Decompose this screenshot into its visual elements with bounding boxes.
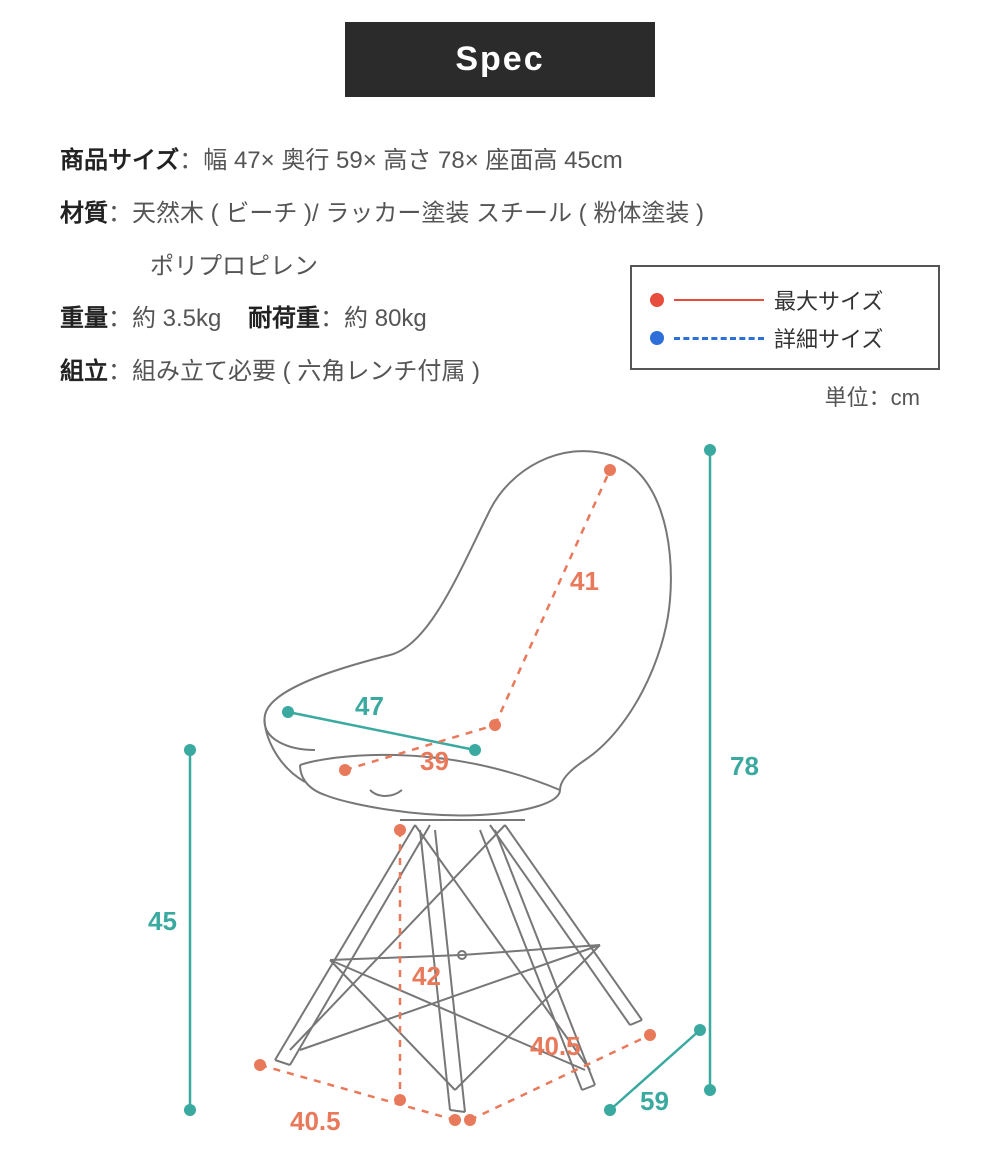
spec-size-line: 商品サイズ：幅 47× 奥行 59× 高さ 78× 座面高 45cm bbox=[60, 135, 940, 188]
dim-height-dot-top bbox=[704, 444, 716, 456]
dim-seatwidth-dot-r bbox=[469, 744, 481, 756]
dim-back-line bbox=[495, 470, 610, 725]
chair-lip bbox=[370, 790, 402, 796]
legend-box: 最大サイズ 詳細サイズ bbox=[630, 265, 940, 370]
spec-weight-value: ：約 3.5kg bbox=[108, 305, 221, 332]
chair-legs bbox=[275, 825, 642, 1112]
chair-shell bbox=[264, 451, 670, 815]
lbl-59: 59 bbox=[640, 1086, 669, 1116]
lbl-41: 41 bbox=[570, 566, 599, 596]
spec-assembly-label: 組立 bbox=[60, 358, 108, 385]
dim-seatheight-dot-top bbox=[184, 744, 196, 756]
lbl-39: 39 bbox=[420, 746, 449, 776]
chair-outline bbox=[264, 451, 670, 1112]
chair-svg: 78 45 47 59 41 39 42 40.5 40.5 bbox=[130, 430, 870, 1140]
od1 bbox=[604, 464, 616, 476]
spec-size-label: 商品サイズ bbox=[60, 147, 179, 174]
od3 bbox=[339, 764, 351, 776]
teal-dims bbox=[184, 444, 716, 1116]
spec-header: Spec bbox=[345, 22, 655, 97]
spec-assembly-value: ：組み立て必要 ( 六角レンチ付属 ) bbox=[108, 358, 480, 385]
spec-material-value2: ポリプロピレン bbox=[150, 253, 318, 280]
od4b bbox=[394, 1094, 406, 1106]
legend-dot-max bbox=[650, 293, 664, 307]
dim-height-dot-bot bbox=[704, 1084, 716, 1096]
dim-depth-dot-b bbox=[694, 1024, 706, 1036]
lbl-47: 47 bbox=[355, 691, 384, 721]
od5 bbox=[254, 1059, 266, 1071]
spec-weight-label: 重量 bbox=[60, 305, 108, 332]
spec-header-text: Spec bbox=[455, 40, 544, 79]
lbl-405r: 40.5 bbox=[530, 1031, 581, 1061]
legend-row-max: 最大サイズ bbox=[650, 281, 920, 319]
chair-diagram: 78 45 47 59 41 39 42 40.5 40.5 bbox=[130, 430, 870, 1140]
od2 bbox=[489, 719, 501, 731]
lbl-45: 45 bbox=[148, 906, 177, 936]
lbl-405l: 40.5 bbox=[290, 1106, 341, 1136]
legend-label-max: 最大サイズ bbox=[774, 284, 883, 316]
od7 bbox=[464, 1114, 476, 1126]
dim-labels: 78 45 47 59 41 39 42 40.5 40.5 bbox=[148, 566, 759, 1136]
dim-seatheight-dot-bot bbox=[184, 1104, 196, 1116]
lbl-78: 78 bbox=[730, 751, 759, 781]
legend-row-detail: 詳細サイズ bbox=[650, 319, 920, 357]
unit-label: 単位：cm bbox=[825, 380, 920, 412]
od8 bbox=[644, 1029, 656, 1041]
spec-material-line1: 材質：天然木 ( ビーチ )/ ラッカー塗装 スチール ( 粉体塗装 ) bbox=[60, 188, 940, 241]
od6 bbox=[449, 1114, 461, 1126]
legend-label-detail: 詳細サイズ bbox=[774, 322, 883, 354]
spec-material-value1: ：天然木 ( ビーチ )/ ラッカー塗装 スチール ( 粉体塗装 ) bbox=[108, 200, 704, 227]
legend-line-max bbox=[674, 299, 764, 301]
dim-seatwidth-dot-l bbox=[282, 706, 294, 718]
legend-line-detail bbox=[674, 337, 764, 340]
od4 bbox=[394, 824, 406, 836]
dim-depth-dot-a bbox=[604, 1104, 616, 1116]
spec-load-value: ：約 80kg bbox=[320, 305, 427, 332]
spec-size-value: ：幅 47× 奥行 59× 高さ 78× 座面高 45cm bbox=[179, 147, 623, 174]
spec-load-label: 耐荷重 bbox=[248, 305, 320, 332]
spec-material-label: 材質 bbox=[60, 200, 108, 227]
legend-dot-detail bbox=[650, 331, 664, 345]
lbl-42: 42 bbox=[412, 961, 441, 991]
